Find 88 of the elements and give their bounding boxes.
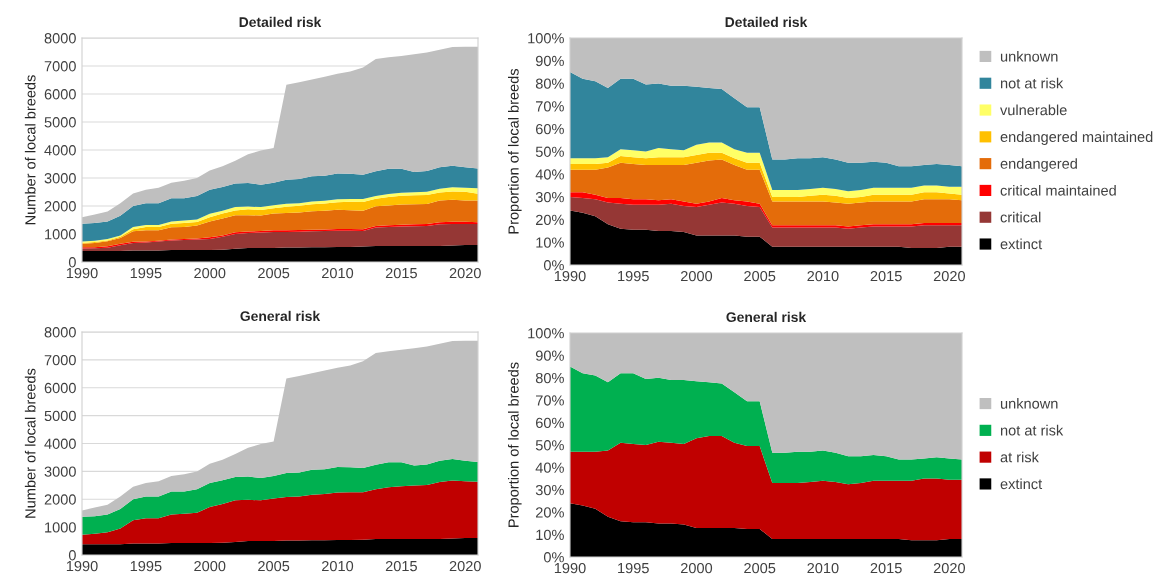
chart-title: General risk [726,311,807,323]
x-tick-label: 2000 [194,560,226,572]
y-tick-label: 7000 [44,61,76,72]
y-tick-label: 0% [543,260,564,271]
x-tick-label: 2020 [933,270,966,282]
y-axis-title: Number of local breeds [24,368,36,518]
y-tick-label: 80% [535,372,564,384]
legend-label: endangered [1000,158,1077,172]
y-tick-label: 60% [536,417,564,429]
legend-label: critical maintained [1000,184,1116,196]
x-tick-label: 1990 [66,560,98,572]
x-tick-label: 2000 [680,562,713,574]
x-tick-label: 2000 [194,267,226,279]
y-tick-label: 30% [535,192,564,203]
legend-label: not at risk [1000,77,1064,89]
y-tick-label: 90% [535,350,564,361]
y-tick-label: 70% [536,395,564,406]
y-tick-label: 50% [535,440,564,451]
x-tick-label: 2015 [870,562,902,574]
legend-label: at risk [1000,451,1039,463]
y-tick-label: 20% [535,507,564,518]
legend-label: critical [1000,211,1041,223]
y-axis-title: Proportion of local breeds [508,362,522,527]
text: unknown [1000,398,1058,409]
y-tick-label: 7000 [44,354,76,366]
legend-label: vulnerable [1000,104,1067,116]
x-tick-label: 1990 [66,267,98,279]
y-tick-label: 50% [535,146,564,157]
x-tick-label: 2010 [807,270,839,282]
x-tick-label: 2005 [744,562,776,574]
legend-label: extinct [1000,238,1043,250]
x-tick-label: 2005 [744,270,776,282]
y-tick-label: 10% [536,529,564,541]
legend-label: unknown [1000,50,1058,62]
y-tick-label: 10% [536,237,564,248]
y-axis-title: Proportion of local breeds [508,68,522,234]
y-tick-label: 0 [68,550,76,561]
x-tick-label: 1990 [554,270,586,282]
legend-label: endangered maintained [1000,131,1153,145]
y-tick-label: 100% [528,33,564,44]
x-tick-label: 2010 [322,267,354,279]
legend-label: extinct [1000,478,1043,490]
y-tick-label: 5000 [44,117,76,128]
x-tick-label: 1990 [554,562,586,574]
y-tick-label: 3000 [44,173,76,184]
y-tick-label: 1000 [45,522,76,533]
y-tick-label: 6000 [44,382,76,394]
x-tick-label: 2020 [933,562,966,574]
y-tick-label: 40% [535,462,564,473]
y-tick-label: 6000 [44,89,76,100]
x-tick-label: 2010 [322,560,354,572]
y-tick-label: 8000 [44,33,76,44]
y-tick-label: 2000 [44,201,76,212]
x-tick-label: 2020 [449,560,481,572]
y-tick-label: 70% [536,101,564,112]
x-tick-label: 2000 [680,270,713,282]
x-tick-label: 2005 [258,560,290,572]
y-tick-label: 5000 [44,410,76,422]
legend-label: not at risk [1000,424,1064,436]
y-tick-label: 80% [535,78,564,89]
y-tick-label: 90% [535,55,564,67]
y-tick-label: 4000 [44,438,76,449]
x-tick-label: 1995 [618,562,649,574]
x-tick-label: 2015 [870,270,902,282]
y-tick-label: 0% [543,552,564,563]
y-tick-label: 60% [536,123,564,135]
x-tick-label: 2015 [385,560,417,572]
chart-title: Detailed risk [725,16,808,28]
y-axis-title: Number of local breeds [24,75,36,225]
x-tick-label: 1995 [618,270,649,282]
y-tick-label: 8000 [44,327,76,338]
y-tick-label: 3000 [44,466,76,477]
y-tick-label: 30% [535,484,564,496]
y-tick-label: 20% [535,214,564,226]
chart-title: Detailed risk [239,16,322,28]
y-tick-label: 40% [535,169,564,180]
x-tick-label: 2015 [385,267,417,279]
y-tick-label: 100% [528,328,564,339]
y-tick-label: 4000 [44,145,76,156]
x-tick-label: 2010 [807,562,839,574]
y-tick-label: 1000 [45,229,76,240]
chart-title: General risk [240,310,321,322]
x-tick-label: 2020 [449,267,481,279]
y-tick-label: 2000 [44,494,76,505]
x-tick-label: 2005 [258,267,290,279]
x-tick-label: 1995 [130,267,162,279]
x-tick-label: 1995 [130,560,162,572]
y-tick-label: 0 [68,257,76,268]
